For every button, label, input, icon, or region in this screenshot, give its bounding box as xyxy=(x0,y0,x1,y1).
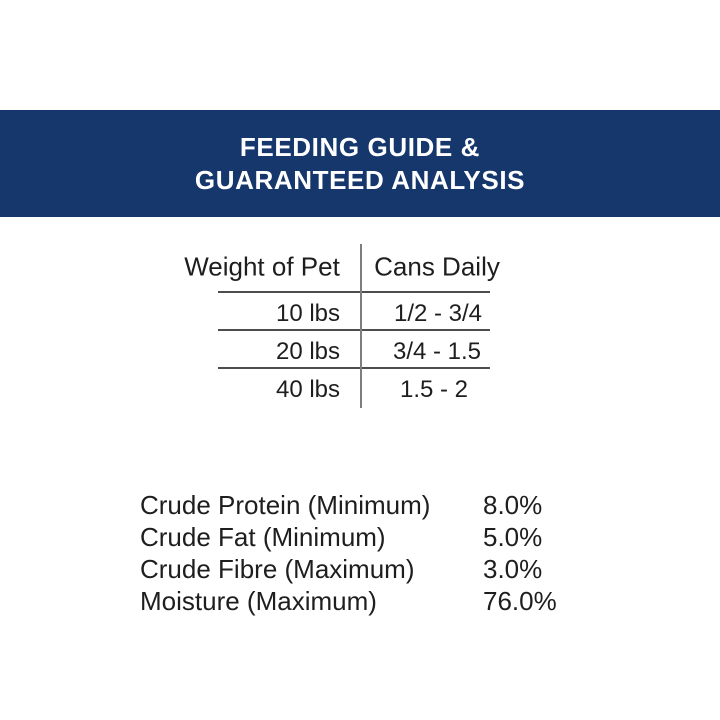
table-rule-header xyxy=(218,291,490,293)
table-column-divider xyxy=(360,244,362,408)
column-header-weight: Weight of Pet xyxy=(184,251,340,282)
analysis-label-crude-protein: Crude Protein (Minimum) xyxy=(140,490,431,520)
header-banner: FEEDING GUIDE & GUARANTEED ANALYSIS xyxy=(0,110,720,217)
table-rule-row1 xyxy=(218,329,490,331)
analysis-value-crude-fat: 5.0% xyxy=(483,522,543,552)
table-cell-weight-2: 20 lbs xyxy=(275,338,341,365)
table-cell-cans-3: 1.5 - 2 xyxy=(399,376,469,403)
table-cell-weight-3: 40 lbs xyxy=(275,376,341,403)
analysis-value-crude-protein: 8.0% xyxy=(483,490,543,520)
analysis-label-moisture: Moisture (Maximum) xyxy=(140,586,377,616)
guaranteed-analysis-list: Crude Protein (Minimum) 8.0% Crude Fat (… xyxy=(140,489,580,617)
analysis-row: Moisture (Maximum) 76.0% xyxy=(140,585,580,617)
analysis-label-crude-fat: Crude Fat (Minimum) xyxy=(140,522,386,552)
analysis-row: Crude Fat (Minimum) 5.0% xyxy=(140,521,580,553)
table-cell-cans-1: 1/2 - 3/4 xyxy=(393,300,483,327)
analysis-value-crude-fibre: 3.0% xyxy=(483,554,543,584)
table-cell-weight-1: 10 lbs xyxy=(275,300,341,327)
column-header-cans: Cans Daily xyxy=(374,251,500,282)
table-cell-cans-2: 3/4 - 1.5 xyxy=(392,338,482,365)
analysis-row: Crude Protein (Minimum) 8.0% xyxy=(140,489,580,521)
table-rule-row2 xyxy=(218,367,490,369)
banner-title-line2: GUARANTEED ANALYSIS xyxy=(194,164,526,195)
banner-title-line1: FEEDING GUIDE & xyxy=(239,131,481,162)
analysis-value-moisture: 76.0% xyxy=(483,586,557,616)
analysis-row: Crude Fibre (Maximum) 3.0% xyxy=(140,553,580,585)
analysis-label-crude-fibre: Crude Fibre (Maximum) xyxy=(140,554,415,584)
